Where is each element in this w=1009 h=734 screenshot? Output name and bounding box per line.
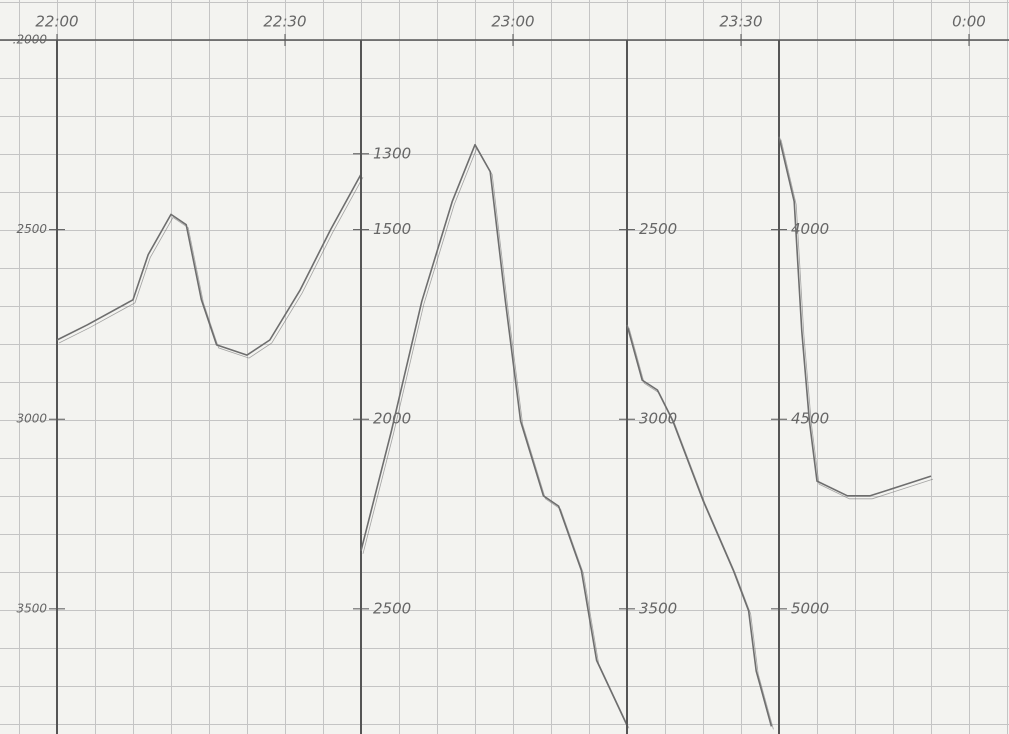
trace-shadow [362, 146, 630, 729]
y-tick-label: 5000 [791, 599, 829, 617]
y-tick-label: 3000 [639, 410, 677, 428]
y-tick-label: 2500 [639, 220, 677, 238]
y-tick-label: 2000 [373, 410, 411, 428]
y-tick-label: 3000 [16, 412, 47, 426]
trace [360, 143, 628, 726]
x-tick-label: 22:30 [263, 13, 306, 31]
y-tick-label: 4500 [791, 410, 829, 428]
trace-shadow [628, 327, 774, 730]
y-tick-label: 3500 [639, 599, 677, 617]
y-tick-label: 2500 [16, 222, 47, 236]
x-tick-label: 0:00 [952, 13, 986, 31]
y-tick-label: 1300 [373, 144, 411, 162]
y-tick-label: .2000 [13, 33, 48, 47]
trace-shadow [780, 139, 934, 500]
x-tick-label: 22:00 [35, 13, 78, 31]
y-tick-label: 4000 [791, 220, 829, 238]
trace-shadow [58, 177, 364, 359]
y-tick-label: 1500 [373, 220, 411, 238]
trace [778, 136, 932, 497]
x-tick-label: 23:00 [491, 13, 534, 31]
y-tick-label: 3500 [16, 601, 47, 615]
x-tick-label: 23:30 [719, 13, 762, 31]
trace [626, 324, 773, 727]
trace [56, 173, 362, 356]
y-tick-label: 2500 [373, 599, 411, 617]
